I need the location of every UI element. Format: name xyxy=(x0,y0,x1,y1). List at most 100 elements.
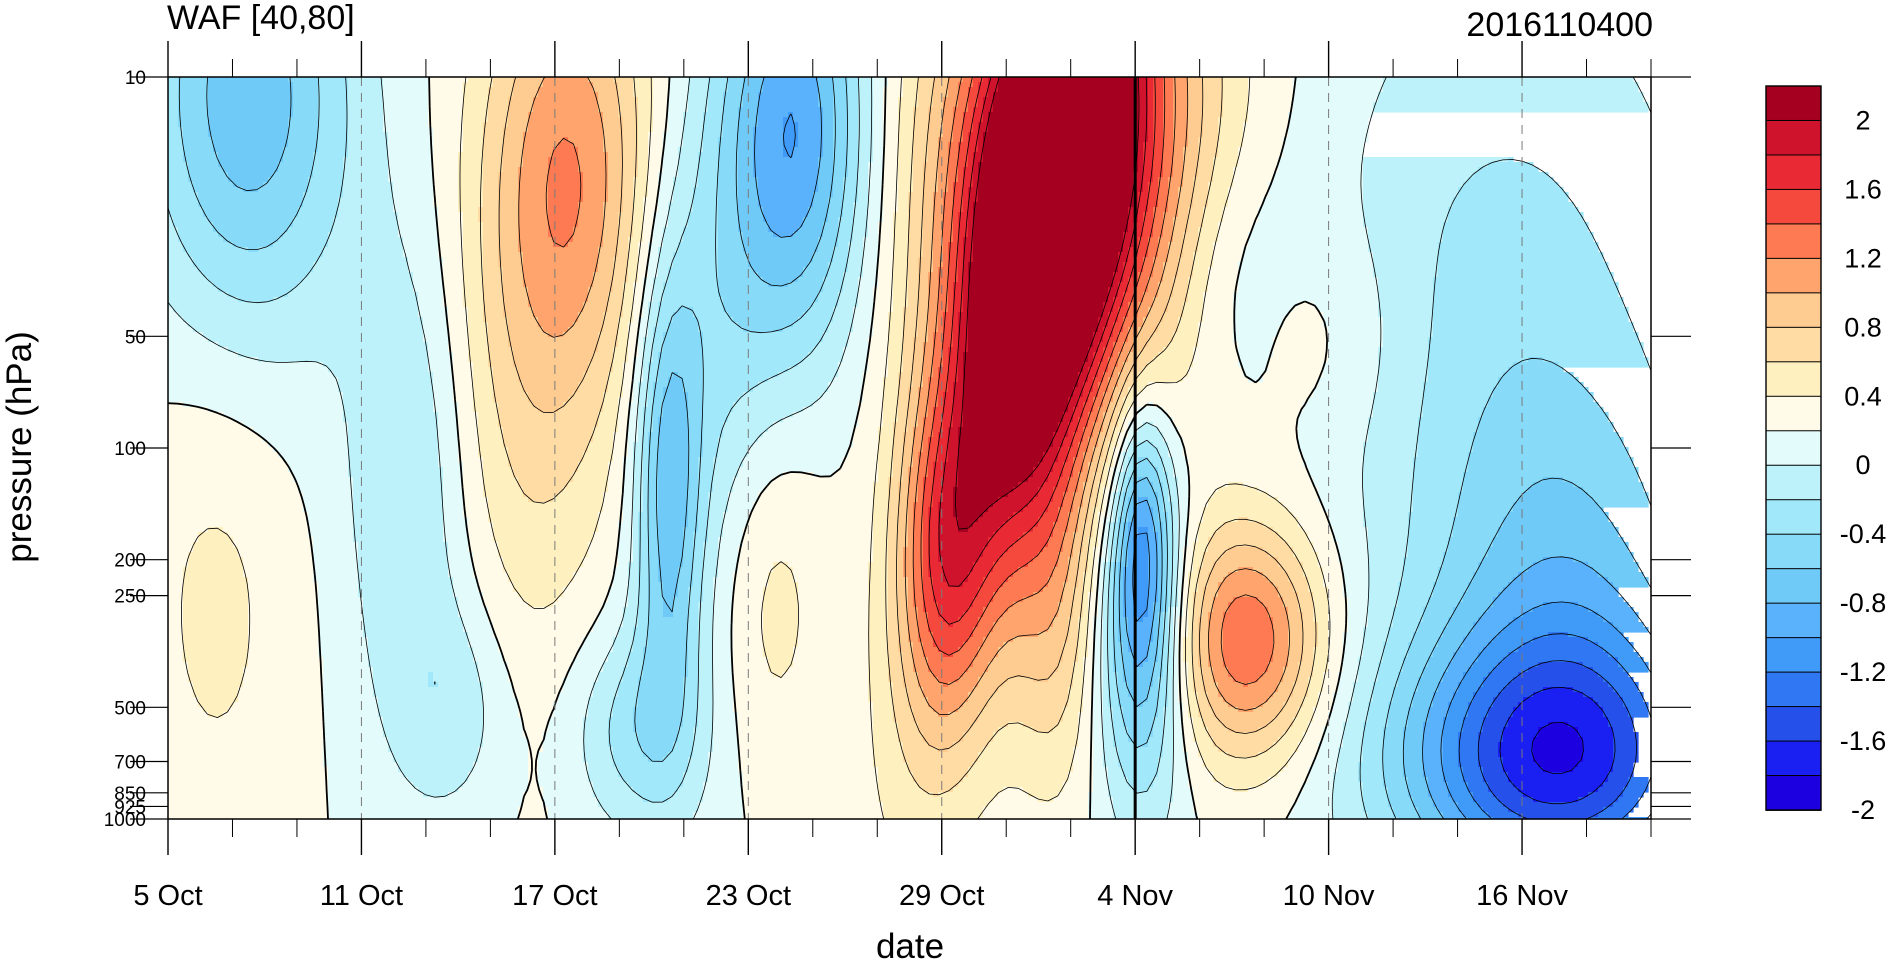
field-cell xyxy=(723,427,769,433)
field-cell xyxy=(483,147,504,153)
field-cell xyxy=(608,187,624,193)
field-cell xyxy=(1363,492,1414,498)
field-cell xyxy=(443,512,464,518)
field-cell xyxy=(948,432,959,438)
field-cell xyxy=(958,242,964,248)
field-cell xyxy=(848,117,859,123)
field-cell xyxy=(743,392,824,398)
field-cell xyxy=(1043,547,1064,553)
field-cell xyxy=(168,382,339,388)
field-cell xyxy=(1108,542,1114,548)
field-cell xyxy=(638,107,654,113)
field-cell xyxy=(1233,322,1284,328)
field-cell xyxy=(1123,512,1129,518)
field-cell xyxy=(1188,97,1204,103)
field-cell xyxy=(1163,162,1174,168)
field-cell xyxy=(1168,572,1174,578)
field-cell xyxy=(903,367,914,373)
field-cell xyxy=(523,147,554,153)
field-cell xyxy=(1208,272,1239,278)
field-cell xyxy=(1138,237,1149,243)
field-cell xyxy=(923,372,934,378)
field-cell xyxy=(448,567,474,573)
field-cell xyxy=(1128,212,1139,218)
field-cell xyxy=(653,237,664,243)
field-cell xyxy=(913,437,924,443)
field-cell xyxy=(898,572,904,578)
field-cell xyxy=(1158,452,1169,458)
field-cell xyxy=(1128,287,1134,293)
field-cell xyxy=(348,427,439,433)
field-cell xyxy=(1098,532,1104,538)
field-cell xyxy=(1083,427,1094,433)
field-cell xyxy=(753,507,874,513)
field-cell xyxy=(883,102,899,108)
field-cell xyxy=(1173,132,1189,138)
field-cell xyxy=(183,577,249,583)
field-cell xyxy=(1178,317,1204,323)
field-cell xyxy=(178,122,209,128)
field-cell xyxy=(1133,257,1144,263)
field-cell xyxy=(993,97,1139,103)
field-cell xyxy=(923,552,929,558)
field-cell xyxy=(658,437,689,443)
field-cell xyxy=(718,192,739,198)
field-cell xyxy=(733,572,769,578)
field-cell xyxy=(818,292,839,298)
field-cell xyxy=(1123,232,1134,238)
field-cell xyxy=(288,137,319,143)
field-cell xyxy=(293,102,319,108)
field-cell xyxy=(688,407,704,413)
field-cell xyxy=(1103,582,1109,588)
field-cell xyxy=(463,217,479,223)
field-cell xyxy=(518,187,549,193)
field-cell xyxy=(1163,437,1184,443)
field-cell xyxy=(318,127,349,133)
field-cell xyxy=(1598,572,1644,578)
field-cell xyxy=(643,202,659,208)
field-cell xyxy=(1148,112,1154,118)
field-cell xyxy=(833,87,849,93)
field-cell xyxy=(503,272,524,278)
field-cell xyxy=(1203,552,1224,558)
field-cell xyxy=(888,347,904,353)
field-cell xyxy=(1503,372,1574,378)
field-cell xyxy=(1163,267,1179,273)
field-cell xyxy=(948,457,959,463)
field-cell xyxy=(1273,337,1329,343)
field-cell xyxy=(858,167,869,173)
field-cell xyxy=(1448,542,1494,548)
field-cell xyxy=(1148,532,1159,538)
field-cell xyxy=(1463,472,1639,478)
field-cell xyxy=(1363,487,1414,493)
field-cell xyxy=(623,392,634,398)
field-cell xyxy=(903,327,919,333)
field-cell xyxy=(1203,92,1224,98)
field-cell xyxy=(1128,462,1139,468)
field-cell xyxy=(988,507,1024,513)
field-cell xyxy=(318,122,349,128)
field-cell xyxy=(643,377,649,383)
field-cell xyxy=(498,207,519,213)
field-cell xyxy=(1493,392,1594,398)
field-cell xyxy=(798,127,824,133)
field-cell xyxy=(933,482,944,488)
field-cell xyxy=(608,167,624,173)
field-cell xyxy=(1198,172,1214,178)
field-cell xyxy=(1133,542,1149,548)
field-cell xyxy=(1098,567,1104,573)
field-cell xyxy=(968,282,1114,288)
field-cell xyxy=(1213,172,1234,178)
field-cell xyxy=(633,387,639,393)
field-cell xyxy=(1123,522,1129,528)
field-cell xyxy=(1123,467,1129,473)
field-cell xyxy=(658,517,689,523)
field-cell xyxy=(768,227,799,233)
field-cell xyxy=(943,312,954,318)
field-cell xyxy=(1078,397,1089,403)
field-cell xyxy=(1073,392,1084,398)
field-cell xyxy=(573,237,604,243)
field-cell xyxy=(398,227,439,233)
field-cell xyxy=(713,467,739,473)
field-cell xyxy=(1368,537,1409,543)
